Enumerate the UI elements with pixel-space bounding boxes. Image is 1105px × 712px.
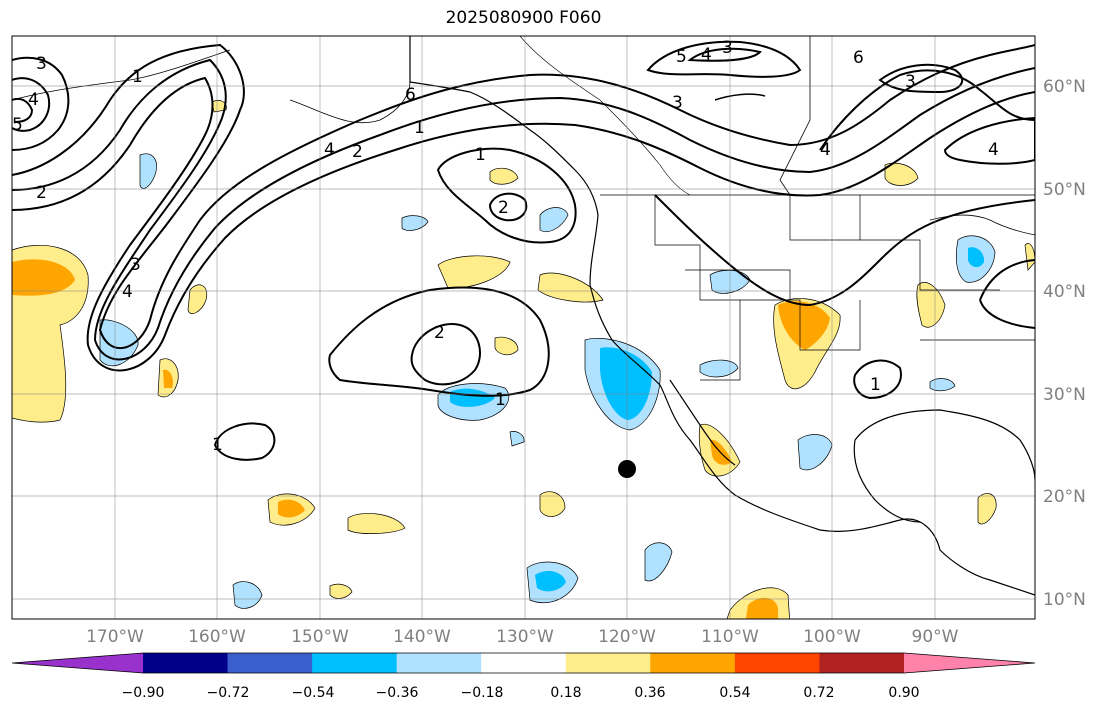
lon-tick-label: 90°W	[912, 627, 959, 647]
colorbar-label: −0.54	[292, 685, 335, 701]
contour-label: 1	[870, 375, 881, 395]
colorbar-swatch	[565, 653, 651, 673]
colorbar-swatch	[312, 653, 398, 673]
contour-label: 6	[405, 85, 416, 105]
colorbar-swatch	[819, 653, 905, 673]
lon-tick-label: 150°W	[291, 627, 349, 647]
contour-label-group: 3 4 5 2 1 3 4 4 2 1 6 1 2 2 1 1 3 5 4 3 …	[12, 38, 999, 455]
contour-label: 5	[676, 47, 687, 67]
colorbar-label: 0.72	[803, 685, 834, 701]
colorbar-swatch	[481, 653, 567, 673]
lon-tick-label: 100°W	[803, 627, 861, 647]
contour-label: 1	[132, 67, 143, 87]
lat-tick-label: 60°N	[1043, 77, 1086, 97]
colorbar-label: 0.90	[888, 685, 919, 701]
contour-label: 4	[988, 140, 999, 160]
lat-tick-label: 20°N	[1043, 487, 1086, 507]
colorbar-label: 0.54	[719, 685, 750, 701]
lon-tick-label: 120°W	[598, 627, 656, 647]
contour-label: 3	[722, 38, 733, 58]
contour-lines	[12, 40, 1035, 461]
contour-label: 3	[905, 72, 916, 92]
lat-tick-label: 10°N	[1043, 590, 1086, 610]
lat-tick-label: 30°N	[1043, 385, 1086, 405]
lon-tick-label: 170°W	[86, 627, 144, 647]
colorbar-label: 0.36	[634, 685, 665, 701]
coastlines	[12, 36, 1035, 596]
colorbar-label: 0.18	[550, 685, 581, 701]
map-title: 2025080900 F060	[445, 8, 602, 28]
contour-label: 2	[434, 323, 445, 343]
colorbar	[11, 652, 1036, 674]
colorbar-label: −0.18	[461, 685, 504, 701]
lon-tick-label: 110°W	[701, 627, 759, 647]
shaded-anomalies	[12, 100, 1035, 619]
contour-label: 1	[212, 435, 223, 455]
contour-label: 6	[853, 48, 864, 68]
latitude-labels: 10°N 20°N 30°N 40°N 50°N 60°N	[1043, 77, 1086, 610]
contour-label: 4	[28, 90, 39, 110]
contour-label: 1	[475, 145, 486, 165]
colorbar-swatch	[650, 653, 736, 673]
graticule	[12, 36, 1035, 619]
contour-label: 3	[130, 255, 141, 275]
colorbar-swatch	[396, 653, 482, 673]
contour-label: 4	[820, 140, 831, 160]
colorbar-swatch	[143, 653, 229, 673]
lon-tick-label: 130°W	[496, 627, 554, 647]
contour-label: 1	[414, 118, 425, 138]
longitude-labels: 170°W 160°W 150°W 140°W 130°W 120°W 110°…	[86, 627, 959, 647]
map-frame	[11, 35, 1036, 620]
colorbar-swatch	[227, 653, 313, 673]
lon-tick-label: 140°W	[393, 627, 451, 647]
contour-label: 4	[122, 282, 133, 302]
colorbar-label: −0.72	[207, 685, 250, 701]
lat-tick-label: 40°N	[1043, 282, 1086, 302]
contour-label: 4	[324, 140, 335, 160]
colorbar-outline	[11, 652, 1036, 674]
lat-tick-label: 50°N	[1043, 180, 1086, 200]
colorbar-extend-low	[12, 653, 143, 673]
contour-label: 2	[352, 142, 363, 162]
colorbar-swatch	[734, 653, 820, 673]
contour-label: 2	[498, 198, 509, 218]
contour-label: 1	[495, 390, 506, 410]
colorbar-label: −0.36	[376, 685, 419, 701]
contour-label: 4	[701, 45, 712, 65]
colorbar-labels: −0.90 −0.72 −0.54 −0.36 −0.18 0.18 0.36 …	[122, 685, 920, 701]
contour-label: 3	[36, 54, 47, 74]
contour-label: 5	[12, 115, 23, 135]
colorbar-extend-high	[904, 653, 1035, 673]
colorbar-label: −0.90	[122, 685, 165, 701]
lon-tick-label: 160°W	[188, 627, 246, 647]
contour-label: 2	[36, 183, 47, 203]
contour-label: 3	[672, 93, 683, 113]
location-marker	[618, 460, 636, 478]
